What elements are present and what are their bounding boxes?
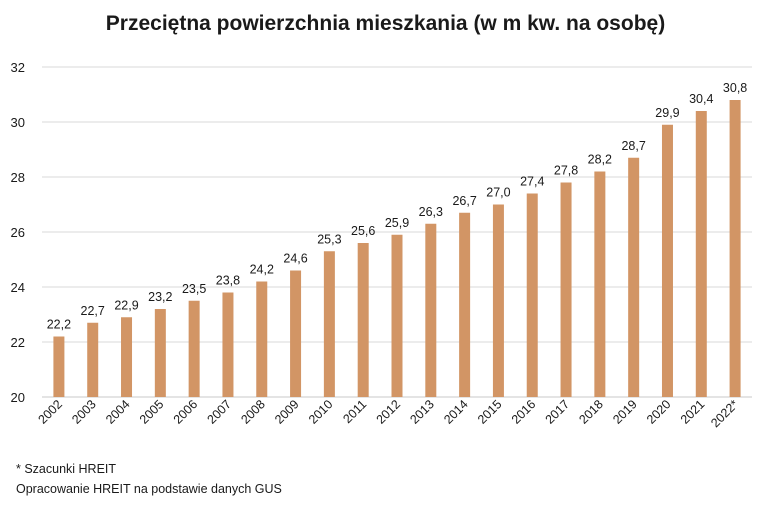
- data-label-2022*: 30,8: [723, 81, 747, 95]
- bar-2007: [222, 292, 234, 397]
- bar-2006: [188, 300, 200, 397]
- data-label-2010: 25,3: [317, 232, 341, 246]
- y-tick-label-26: 26: [11, 225, 25, 240]
- bar-2021: [695, 111, 707, 397]
- x-tick-label-2013: 2013: [407, 397, 437, 427]
- bar-2015: [492, 204, 504, 397]
- x-tick-label-2006: 2006: [171, 397, 201, 427]
- data-label-2016: 27,4: [520, 175, 544, 189]
- x-tick-label-2007: 2007: [205, 397, 235, 427]
- bar-2018: [594, 171, 606, 397]
- data-label-2020: 29,9: [655, 106, 679, 120]
- x-tick-label-2005: 2005: [137, 397, 167, 427]
- bar-2005: [154, 309, 166, 397]
- bar-2011: [357, 243, 369, 397]
- chart-title: Przeciętna powierzchnia mieszkania (w m …: [105, 12, 666, 35]
- y-tick-label-22: 22: [11, 335, 25, 350]
- x-tick-label-2008: 2008: [238, 397, 268, 427]
- x-tick-label-2009: 2009: [272, 397, 302, 427]
- x-tick-label-2021: 2021: [678, 397, 708, 427]
- y-tick-label-20: 20: [11, 390, 25, 405]
- data-label-2008: 24,2: [250, 263, 274, 277]
- bar-2002: [53, 336, 65, 397]
- x-tick-label-2020: 2020: [644, 397, 674, 427]
- y-axis-ticks: 20 22 24 26 28 30 32: [11, 60, 25, 405]
- data-label-2011: 25,6: [351, 224, 375, 238]
- data-label-2012: 25,9: [385, 216, 409, 230]
- x-tick-label-2012: 2012: [374, 397, 404, 427]
- x-tick-label-2015: 2015: [475, 397, 505, 427]
- bar-2012: [391, 234, 403, 397]
- bar-2013: [425, 223, 437, 397]
- bar-2022*: [729, 100, 741, 397]
- data-label-2021: 30,4: [689, 92, 713, 106]
- x-tick-label-2010: 2010: [306, 397, 336, 427]
- bar-2010: [323, 251, 335, 397]
- data-label-2009: 24,6: [283, 252, 307, 266]
- footnote-estimates: * Szacunki HREIT: [16, 462, 117, 476]
- data-label-2004: 22,9: [114, 298, 138, 312]
- bar-2014: [459, 212, 471, 397]
- bar-2009: [290, 270, 302, 397]
- x-tick-label-2003: 2003: [69, 397, 99, 427]
- x-tick-label-2011: 2011: [340, 397, 369, 426]
- x-tick-label-2018: 2018: [576, 397, 606, 427]
- x-tick-label-2019: 2019: [610, 397, 640, 427]
- data-label-2018: 28,2: [588, 153, 612, 167]
- footnote-source: Opracowanie HREIT na podstawie danych GU…: [16, 482, 282, 496]
- y-tick-label-32: 32: [11, 60, 25, 75]
- data-label-2019: 28,7: [621, 139, 645, 153]
- data-label-2005: 23,2: [148, 290, 172, 304]
- bar-2004: [121, 317, 133, 397]
- data-label-2003: 22,7: [81, 304, 105, 318]
- data-label-2006: 23,5: [182, 282, 206, 296]
- bar-2008: [256, 281, 268, 397]
- x-tick-label-2014: 2014: [441, 397, 471, 427]
- data-labels: 22,2 22,7 22,9 23,2 23,5 23,8 24,2 24,6 25,3 25,6…: [47, 81, 748, 332]
- x-tick-label-2017: 2017: [543, 397, 573, 427]
- bar-2020: [661, 124, 673, 397]
- x-tick-label-2022*: 2022*: [708, 397, 741, 430]
- data-label-2007: 23,8: [216, 274, 240, 288]
- y-tick-label-30: 30: [11, 115, 25, 130]
- data-label-2017: 27,8: [554, 164, 578, 178]
- bar-2017: [560, 182, 572, 397]
- bar-2003: [87, 322, 99, 397]
- data-label-2015: 27,0: [486, 186, 510, 200]
- x-tick-label-2016: 2016: [509, 397, 539, 427]
- data-label-2002: 22,2: [47, 318, 71, 332]
- bar-2019: [628, 157, 640, 397]
- data-label-2013: 26,3: [419, 205, 443, 219]
- bar-2016: [526, 193, 538, 397]
- y-tick-label-28: 28: [11, 170, 25, 185]
- bars: [53, 100, 741, 397]
- x-tick-label-2004: 2004: [103, 397, 133, 427]
- data-label-2014: 26,7: [452, 194, 476, 208]
- y-tick-label-24: 24: [11, 280, 25, 295]
- x-axis-ticks: 2002 2003 2004 2005 2006 2007 2008 2009 2010 2011…: [35, 397, 741, 430]
- x-tick-label-2002: 2002: [35, 397, 65, 427]
